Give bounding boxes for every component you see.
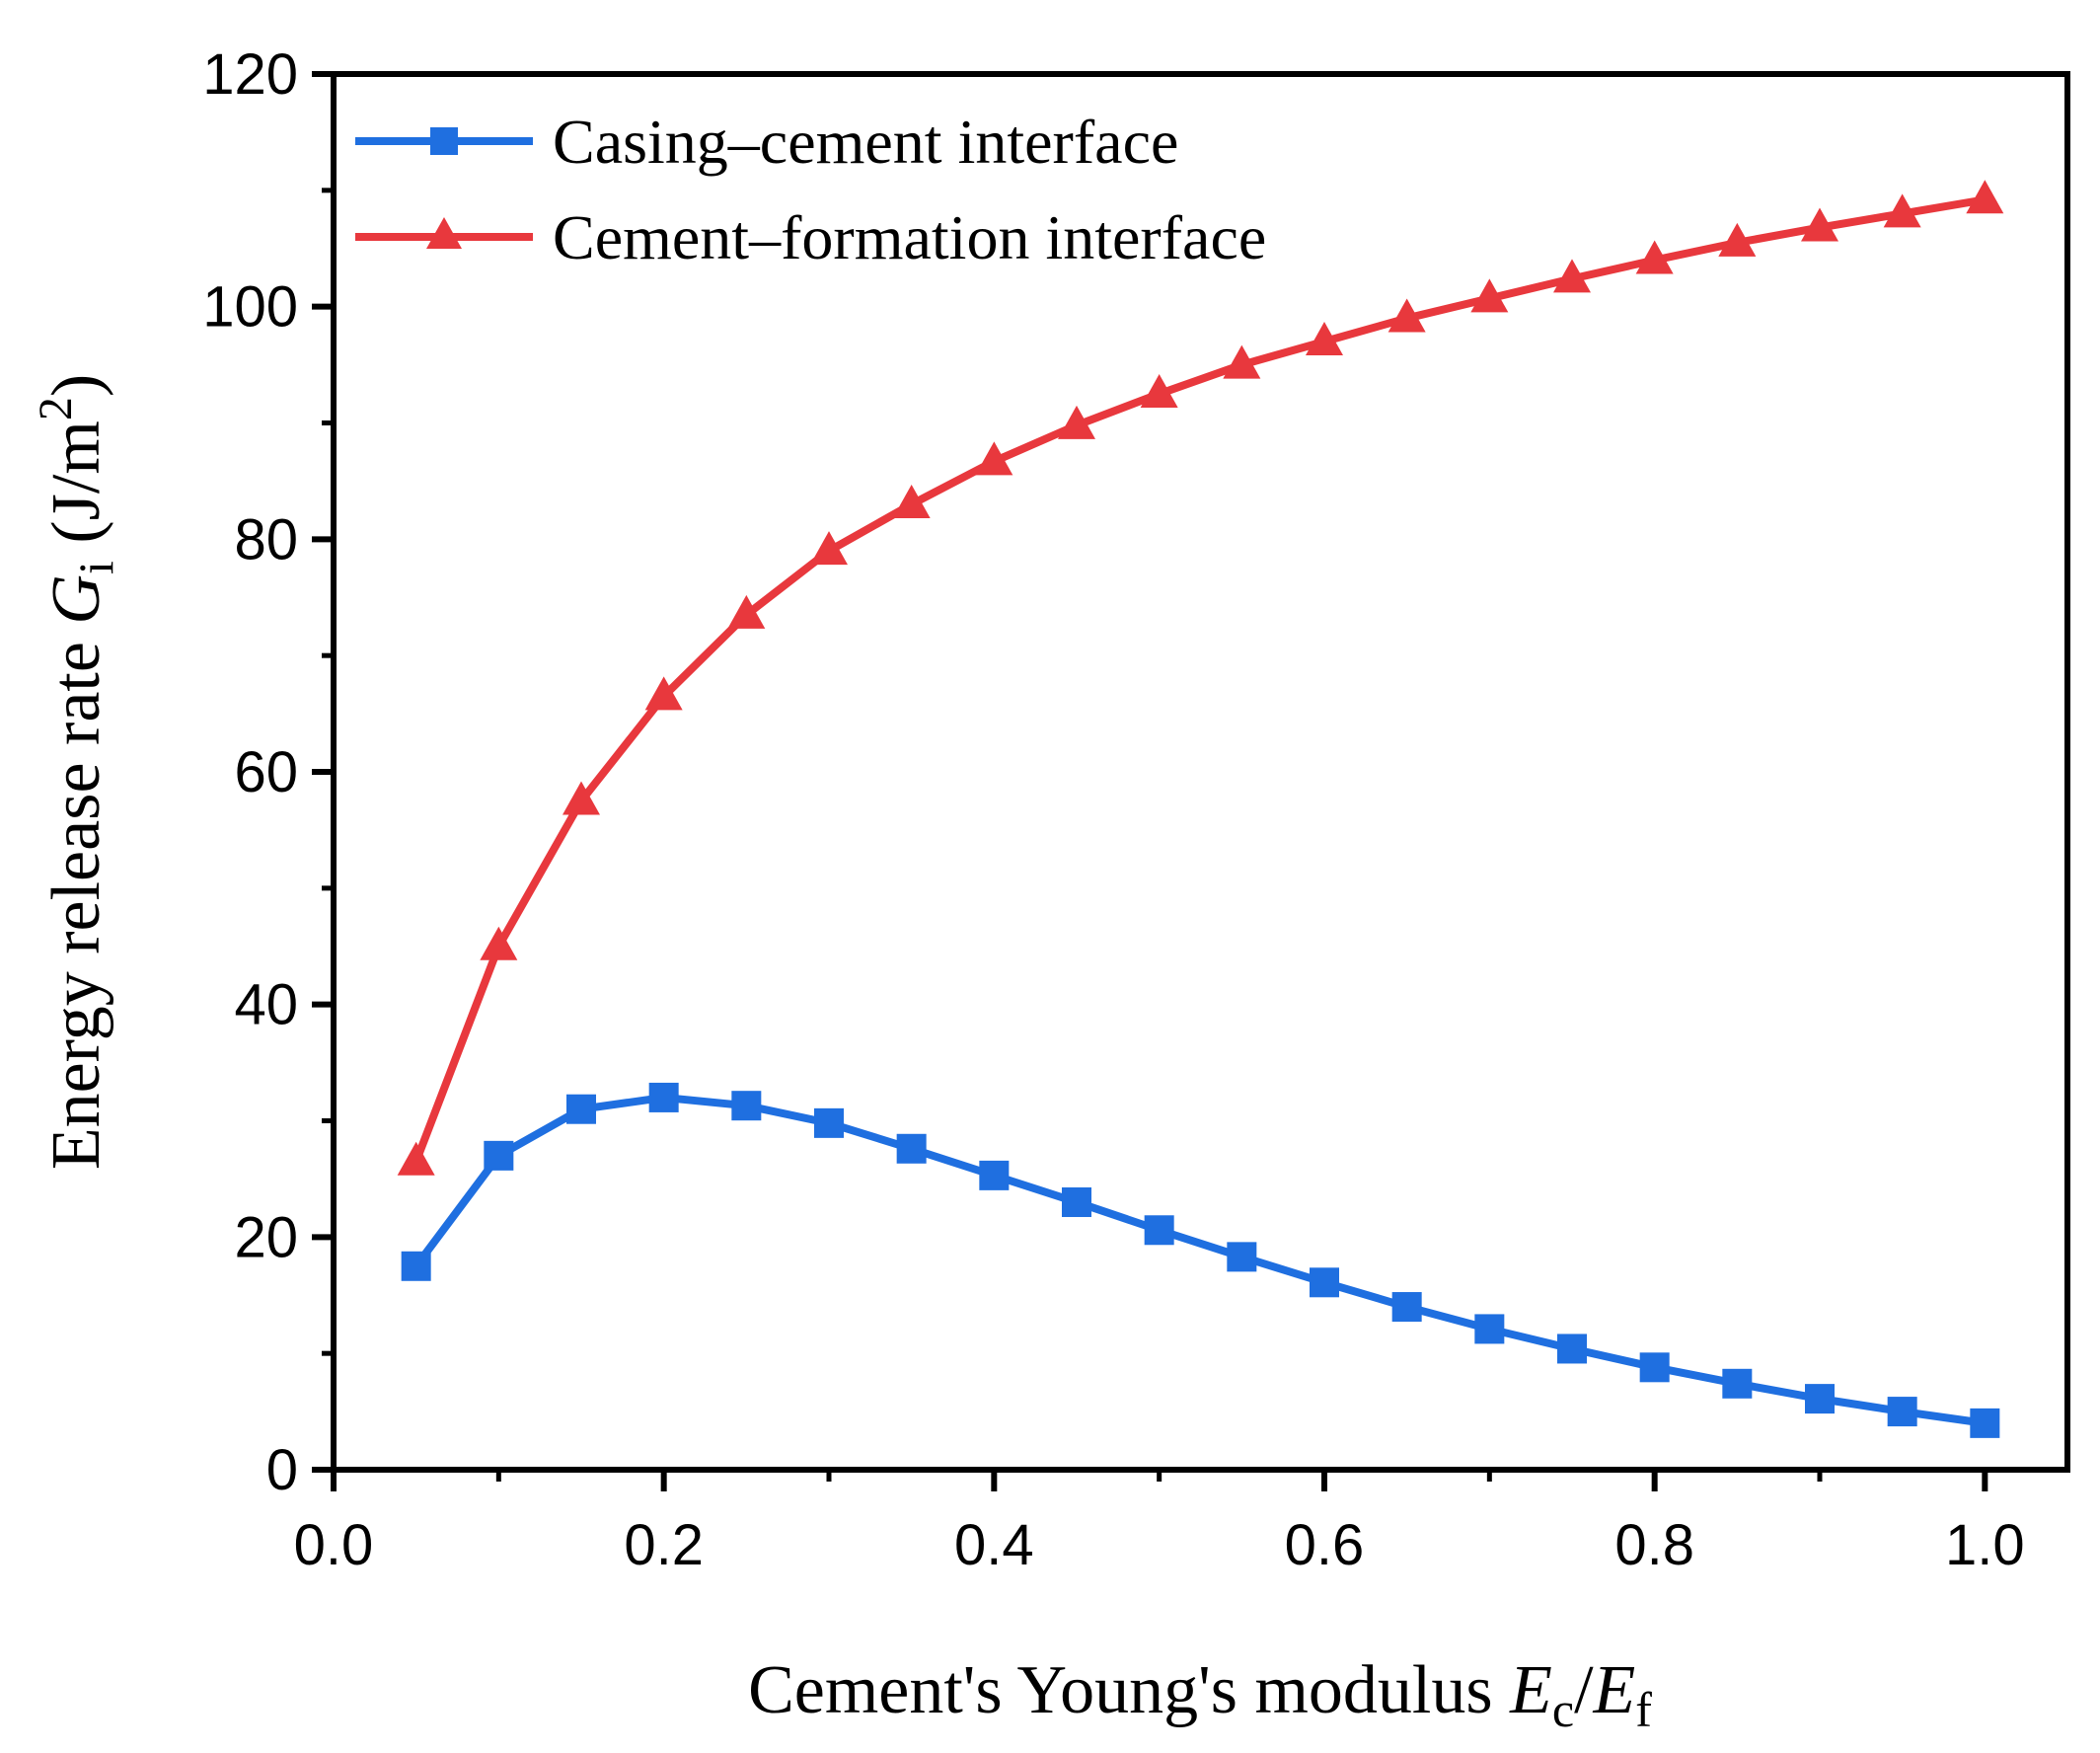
y-tick-label: 40 — [234, 973, 298, 1037]
data-point-triangle — [562, 781, 600, 815]
y-tick-labels: 0 20 40 60 80 100 120 — [202, 42, 298, 1502]
data-point-square — [731, 1091, 762, 1121]
data-point-square — [1391, 1292, 1422, 1323]
legend-label-casing-cement: Casing–cement interface — [553, 107, 1178, 177]
data-point-square — [648, 1082, 679, 1112]
data-point-square — [484, 1140, 514, 1171]
data-point-square — [1887, 1397, 1917, 1427]
data-point-triangle — [1223, 344, 1261, 379]
y-axis-title: Energy release rate Gi (J/m2) — [30, 374, 123, 1170]
series-casing-cement — [401, 1082, 2000, 1438]
y-tick-label: 0 — [266, 1438, 298, 1502]
y-tick-label: 100 — [202, 275, 298, 340]
x-tick-label: 0.6 — [1285, 1513, 1365, 1577]
data-point-square — [1474, 1314, 1505, 1344]
data-point-triangle — [1470, 278, 1509, 313]
data-point-triangle — [1388, 298, 1426, 333]
y-tick-label: 20 — [234, 1205, 298, 1269]
legend-label-cement-formation: Cement–formation interface — [553, 202, 1266, 272]
data-point-square — [814, 1107, 844, 1138]
data-point-triangle — [397, 1141, 435, 1176]
data-point-triangle — [1140, 374, 1178, 409]
data-point-triangle — [1058, 405, 1095, 439]
y-tick-label: 120 — [202, 42, 298, 107]
x-tick-labels: 0.0 0.2 0.4 0.6 0.8 1.0 — [294, 1513, 2025, 1577]
legend-marker-triangle — [426, 217, 462, 249]
x-tick-label: 0.0 — [294, 1513, 374, 1577]
data-point-square — [1557, 1334, 1587, 1364]
legend-item-cement-formation: Cement–formation interface — [355, 202, 1266, 272]
data-point-triangle — [1966, 180, 2004, 214]
data-point-square — [1062, 1186, 1091, 1217]
data-point-triangle — [810, 531, 848, 566]
axis-ticks — [312, 71, 1988, 1491]
x-axis-title: Cement's Young's modulus Ec/Ef — [748, 1652, 1652, 1737]
plot-frame — [331, 71, 2070, 1473]
data-point-triangle — [892, 484, 931, 518]
data-point-triangle — [644, 676, 683, 711]
x-tick-label: 0.8 — [1614, 1513, 1694, 1577]
series-layer — [397, 180, 2004, 1438]
data-point-triangle — [975, 441, 1013, 476]
data-point-triangle — [1553, 259, 1591, 293]
x-tick-label: 0.2 — [624, 1513, 704, 1577]
data-point-square — [1227, 1242, 1257, 1272]
data-point-square — [1639, 1352, 1670, 1383]
x-tick-label: 1.0 — [1945, 1513, 2025, 1577]
legend: Casing–cement interface Cement–formation… — [355, 107, 1266, 272]
data-point-triangle — [1635, 240, 1674, 274]
series-line — [412, 195, 1986, 1164]
data-point-triangle — [1718, 222, 1757, 257]
data-point-square — [1722, 1368, 1753, 1399]
data-point-square — [566, 1094, 596, 1124]
series-cement-formation — [397, 180, 2004, 1176]
legend-item-casing-cement: Casing–cement interface — [355, 107, 1178, 177]
data-point-triangle — [1883, 193, 1921, 228]
y-tick-label: 80 — [234, 507, 298, 572]
data-point-triangle — [1306, 322, 1343, 356]
x-tick-label: 0.4 — [954, 1513, 1034, 1577]
data-point-square — [1970, 1408, 2000, 1438]
data-point-square — [401, 1251, 431, 1281]
data-point-triangle — [480, 926, 518, 960]
data-point-square — [979, 1160, 1010, 1190]
data-point-square — [1144, 1215, 1174, 1246]
legend-marker-square — [430, 127, 458, 155]
data-point-square — [1310, 1267, 1339, 1298]
data-point-triangle — [727, 594, 766, 629]
data-point-square — [896, 1133, 927, 1164]
data-point-triangle — [1801, 207, 1838, 242]
y-tick-label: 60 — [234, 740, 298, 804]
data-point-square — [1805, 1384, 1835, 1414]
